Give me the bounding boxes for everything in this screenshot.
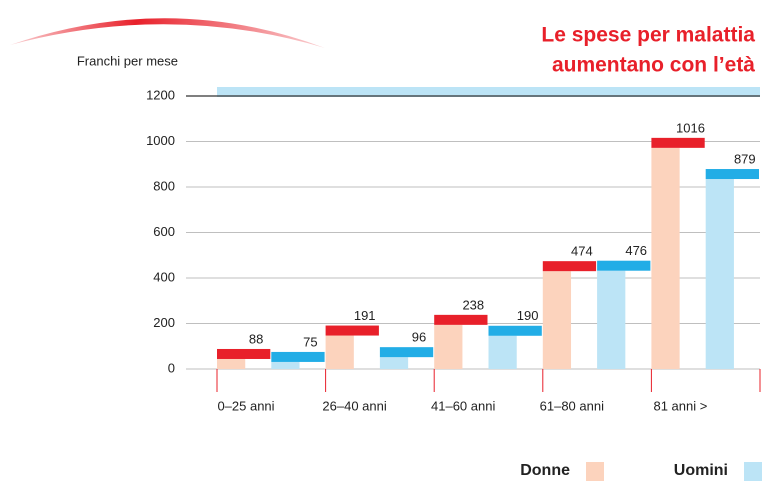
chart-title: aumentano con l’età	[552, 54, 755, 77]
y-tick-label: 1200	[146, 87, 175, 102]
bar-cap	[597, 261, 650, 271]
y-tick-label: 200	[153, 315, 175, 330]
chart: Le spese per malattia aumentano con l’et…	[0, 0, 763, 481]
bar	[380, 357, 408, 369]
value-label: 191	[354, 308, 376, 323]
legend-label: Uomini	[674, 462, 728, 479]
bar-cap	[326, 326, 379, 336]
y-tick-label: 800	[153, 178, 175, 193]
bar-cap	[489, 326, 542, 336]
bar-cap	[543, 261, 596, 271]
bar	[543, 271, 571, 369]
legend-swatch	[586, 462, 604, 481]
bar	[326, 336, 354, 369]
y-tick-label: 0	[168, 360, 175, 375]
y-tick-label: 1000	[146, 133, 175, 148]
value-label: 96	[412, 330, 426, 345]
x-tick-label: 41–60 anni	[431, 398, 495, 413]
x-tick-label: 61–80 anni	[540, 398, 604, 413]
x-tick-label: 81 anni >	[653, 398, 707, 413]
value-label: 88	[249, 331, 263, 346]
y-axis-label: Franchi per mese	[77, 53, 178, 68]
page: Le spese per malattia aumentano con l’et…	[0, 0, 763, 481]
bar	[271, 362, 299, 369]
bar	[434, 325, 462, 369]
y-tick-label: 600	[153, 224, 175, 239]
x-tick-label: 0–25 anni	[217, 398, 274, 413]
bar-cap	[651, 138, 704, 148]
legend-label: Donne	[520, 462, 570, 479]
value-label: 879	[734, 151, 756, 166]
bar-cap	[434, 315, 487, 325]
value-label: 1016	[676, 120, 705, 135]
bar-cap	[380, 347, 433, 357]
y-tick-label: 400	[153, 269, 175, 284]
bar	[597, 271, 625, 369]
chart-title: Le spese per malattia	[541, 24, 755, 47]
bar-cap	[271, 352, 324, 362]
bar-cap	[217, 349, 270, 359]
value-label: 75	[303, 334, 317, 349]
bar	[217, 359, 245, 369]
x-tick-label: 26–40 anni	[322, 398, 386, 413]
bar	[489, 336, 517, 369]
bar	[706, 179, 734, 369]
value-label: 190	[517, 308, 539, 323]
value-label: 474	[571, 244, 593, 259]
bar-cap	[706, 169, 759, 179]
value-label: 238	[462, 297, 484, 312]
decor-arc	[10, 18, 325, 48]
bar	[651, 148, 679, 369]
value-label: 476	[625, 243, 647, 258]
legend-swatch	[744, 462, 762, 481]
